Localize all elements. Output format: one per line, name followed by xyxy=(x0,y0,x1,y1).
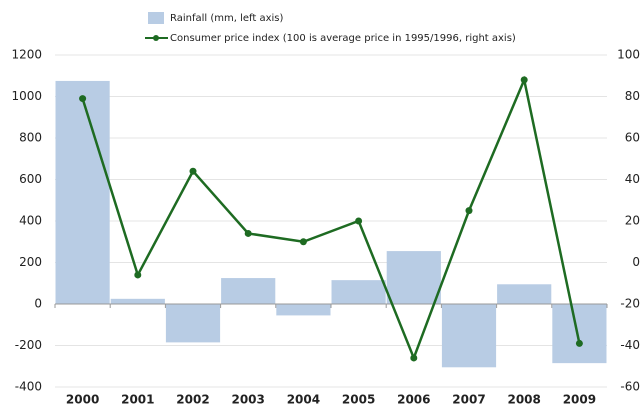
y2-tick-label: 100 xyxy=(617,48,640,62)
bar xyxy=(165,304,221,343)
y-tick-label: -400 xyxy=(15,380,42,394)
y2-tick-label: -40 xyxy=(620,338,640,352)
y2-tick-label: 40 xyxy=(625,172,640,186)
point xyxy=(520,76,528,84)
point xyxy=(244,229,252,237)
bar xyxy=(497,284,552,304)
y-tick-label: 400 xyxy=(19,214,42,228)
y-tick-label: 200 xyxy=(19,255,42,269)
y2-tick-label: -20 xyxy=(620,297,640,311)
x-tick-label: 2006 xyxy=(397,393,430,407)
bar xyxy=(386,251,441,304)
point xyxy=(355,217,363,225)
bar xyxy=(331,280,386,304)
line xyxy=(81,75,581,362)
x-tick-label: 2001 xyxy=(121,393,154,407)
x-tick-label: 2008 xyxy=(507,393,540,407)
x-tick-label: 2005 xyxy=(342,393,375,407)
bar xyxy=(276,304,331,316)
bar xyxy=(110,298,165,304)
point xyxy=(465,207,473,215)
x-tick-label: 2004 xyxy=(287,393,320,407)
bar xyxy=(55,80,110,304)
bar xyxy=(441,304,497,368)
y2-tick-label: 80 xyxy=(625,89,640,103)
legend-swatch xyxy=(148,12,164,24)
y-tick-label: 600 xyxy=(19,172,42,186)
legend-marker xyxy=(153,35,159,41)
point xyxy=(189,167,197,175)
point xyxy=(79,95,87,103)
point xyxy=(575,339,583,347)
y2-tick-label: -60 xyxy=(620,380,640,394)
x-tick-label: 2009 xyxy=(563,393,596,407)
x-tick-label: 2002 xyxy=(176,393,209,407)
y-tick-label: 800 xyxy=(19,131,42,145)
y-tick-label: 0 xyxy=(34,297,42,311)
x-tick-label: 2007 xyxy=(452,393,485,407)
y-tick-label: 1200 xyxy=(11,48,42,62)
y-tick-label: 1000 xyxy=(11,89,42,103)
y2-tick-label: 60 xyxy=(625,131,640,145)
x-tick-label: 2000 xyxy=(66,393,99,407)
bar xyxy=(552,304,607,364)
y2-tick-label: 20 xyxy=(625,214,640,228)
legend-label: Rainfall (mm, left axis) xyxy=(170,13,284,24)
y-tick-label: -200 xyxy=(15,338,42,352)
point xyxy=(299,238,307,246)
point xyxy=(410,354,418,362)
legend-label: Consumer price index (100 is average pri… xyxy=(170,33,516,44)
y2-tick-label: 0 xyxy=(632,255,640,269)
point xyxy=(134,271,142,279)
x-tick-label: 2003 xyxy=(231,393,264,407)
bar xyxy=(221,278,276,304)
